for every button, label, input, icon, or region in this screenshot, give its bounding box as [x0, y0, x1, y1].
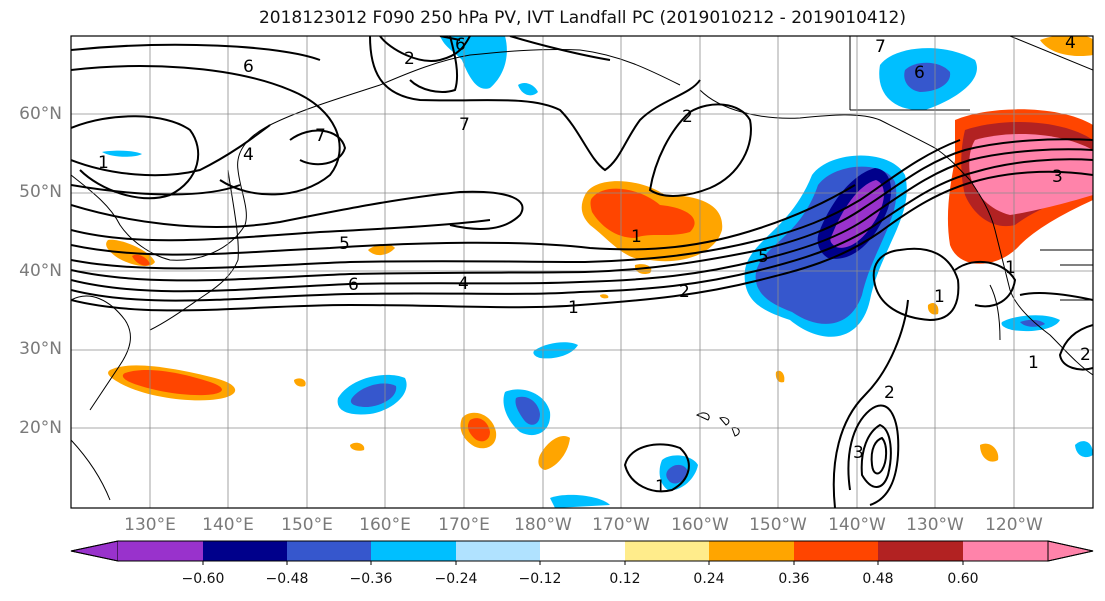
positive-anomaly-small — [980, 443, 999, 462]
lon-label-170e: 170°E — [438, 515, 490, 535]
contour-label: 1 — [631, 227, 642, 247]
positive-anomaly-small — [350, 442, 365, 451]
colorbar-tick: 0.36 — [778, 571, 810, 587]
negative-anomaly-alaska — [904, 62, 951, 92]
negative-anomaly-small — [440, 36, 507, 89]
positive-anomaly-small — [368, 244, 395, 256]
contour-label: 7 — [315, 126, 326, 146]
lat-label-20n: 20°N — [19, 418, 62, 438]
contour-label: 1 — [655, 477, 666, 497]
contour-label: 2 — [884, 383, 895, 403]
positive-anomaly-small — [538, 435, 570, 470]
lon-label-180w: 180°W — [514, 515, 572, 535]
lon-label-160w: 160°W — [671, 515, 729, 535]
negative-anomaly-small — [550, 494, 610, 508]
positive-anomaly-small — [927, 303, 939, 315]
positive-anomaly-small — [294, 378, 306, 387]
colorbar-tick: 0.60 — [947, 571, 979, 587]
shaded-anomalies — [102, 36, 1093, 508]
lon-label-130e: 130°E — [124, 515, 176, 535]
colorbar-tick: −0.36 — [349, 571, 393, 587]
contour-label: 4 — [243, 145, 254, 165]
contour-label: 1 — [1028, 353, 1039, 373]
contour-labels: 1 2 4 5 6 7 1 2 5 6 7 3 2 1 6 4 1 2 1 4 … — [98, 33, 1091, 497]
gridlines — [71, 36, 1093, 508]
contour-label: 6 — [243, 57, 254, 77]
colorbar-tick: 0.48 — [862, 571, 894, 587]
positive-anomaly-top-right — [1040, 36, 1093, 57]
contour-label: 4 — [458, 274, 469, 294]
lon-label-150e: 150°E — [281, 515, 333, 535]
contour-label: 4 — [1065, 33, 1076, 53]
positive-anomaly-central-pacific — [590, 188, 695, 238]
contour-label: 1 — [1005, 258, 1016, 278]
contour-label: 2 — [404, 49, 415, 69]
lon-label-170w: 170°W — [592, 515, 650, 535]
colorbar-tick: −0.24 — [434, 571, 478, 587]
lat-label-40n: 40°N — [19, 261, 62, 281]
contour-label: 1 — [98, 153, 109, 173]
negative-anomaly-small — [518, 82, 538, 96]
colorbar — [70, 540, 1094, 565]
contour-label: 3 — [1052, 167, 1063, 187]
lon-label-140e: 140°E — [202, 515, 254, 535]
negative-anomaly-small — [102, 150, 142, 157]
map-frame — [70, 35, 1094, 509]
contour-label: 2 — [682, 107, 693, 127]
lon-label-140w: 140°W — [828, 515, 886, 535]
positive-anomaly-west-pacific — [122, 369, 222, 396]
lon-label-130w: 130°W — [906, 515, 964, 535]
colorbar-tick: −0.60 — [181, 571, 225, 587]
contour-label: 7 — [459, 115, 470, 135]
contour-label: 7 — [875, 37, 886, 57]
colorbar-tick: 0.12 — [609, 571, 641, 587]
contour-label: 1 — [568, 298, 579, 318]
colorbar-tick: −0.48 — [265, 571, 309, 587]
contour-label: 5 — [758, 247, 769, 267]
lat-label-60n: 60°N — [19, 104, 62, 124]
contour-label: 6 — [348, 275, 359, 295]
lon-label-150w: 150°W — [749, 515, 807, 535]
contour-label: 6 — [914, 63, 925, 83]
lat-label-30n: 30°N — [19, 339, 62, 359]
contour-label: 3 — [853, 443, 864, 463]
pv-contours — [71, 36, 1093, 508]
lon-label-160e: 160°E — [359, 515, 411, 535]
contour-label: 5 — [339, 234, 350, 254]
contour-label: 2 — [1080, 345, 1091, 365]
contour-label: 6 — [455, 35, 466, 55]
colorbar-tick: 0.24 — [693, 571, 725, 587]
positive-anomaly-small — [600, 294, 609, 299]
contour-label: 1 — [934, 287, 945, 307]
negative-anomaly-small — [1075, 441, 1093, 458]
map-title: 2018123012 F090 250 hPa PV, IVT Landfall… — [258, 8, 906, 28]
contour-label: 2 — [679, 282, 690, 302]
colorbar-tick: −0.12 — [518, 571, 562, 587]
lon-label-120w: 120°W — [985, 515, 1043, 535]
lat-label-50n: 50°N — [19, 182, 62, 202]
